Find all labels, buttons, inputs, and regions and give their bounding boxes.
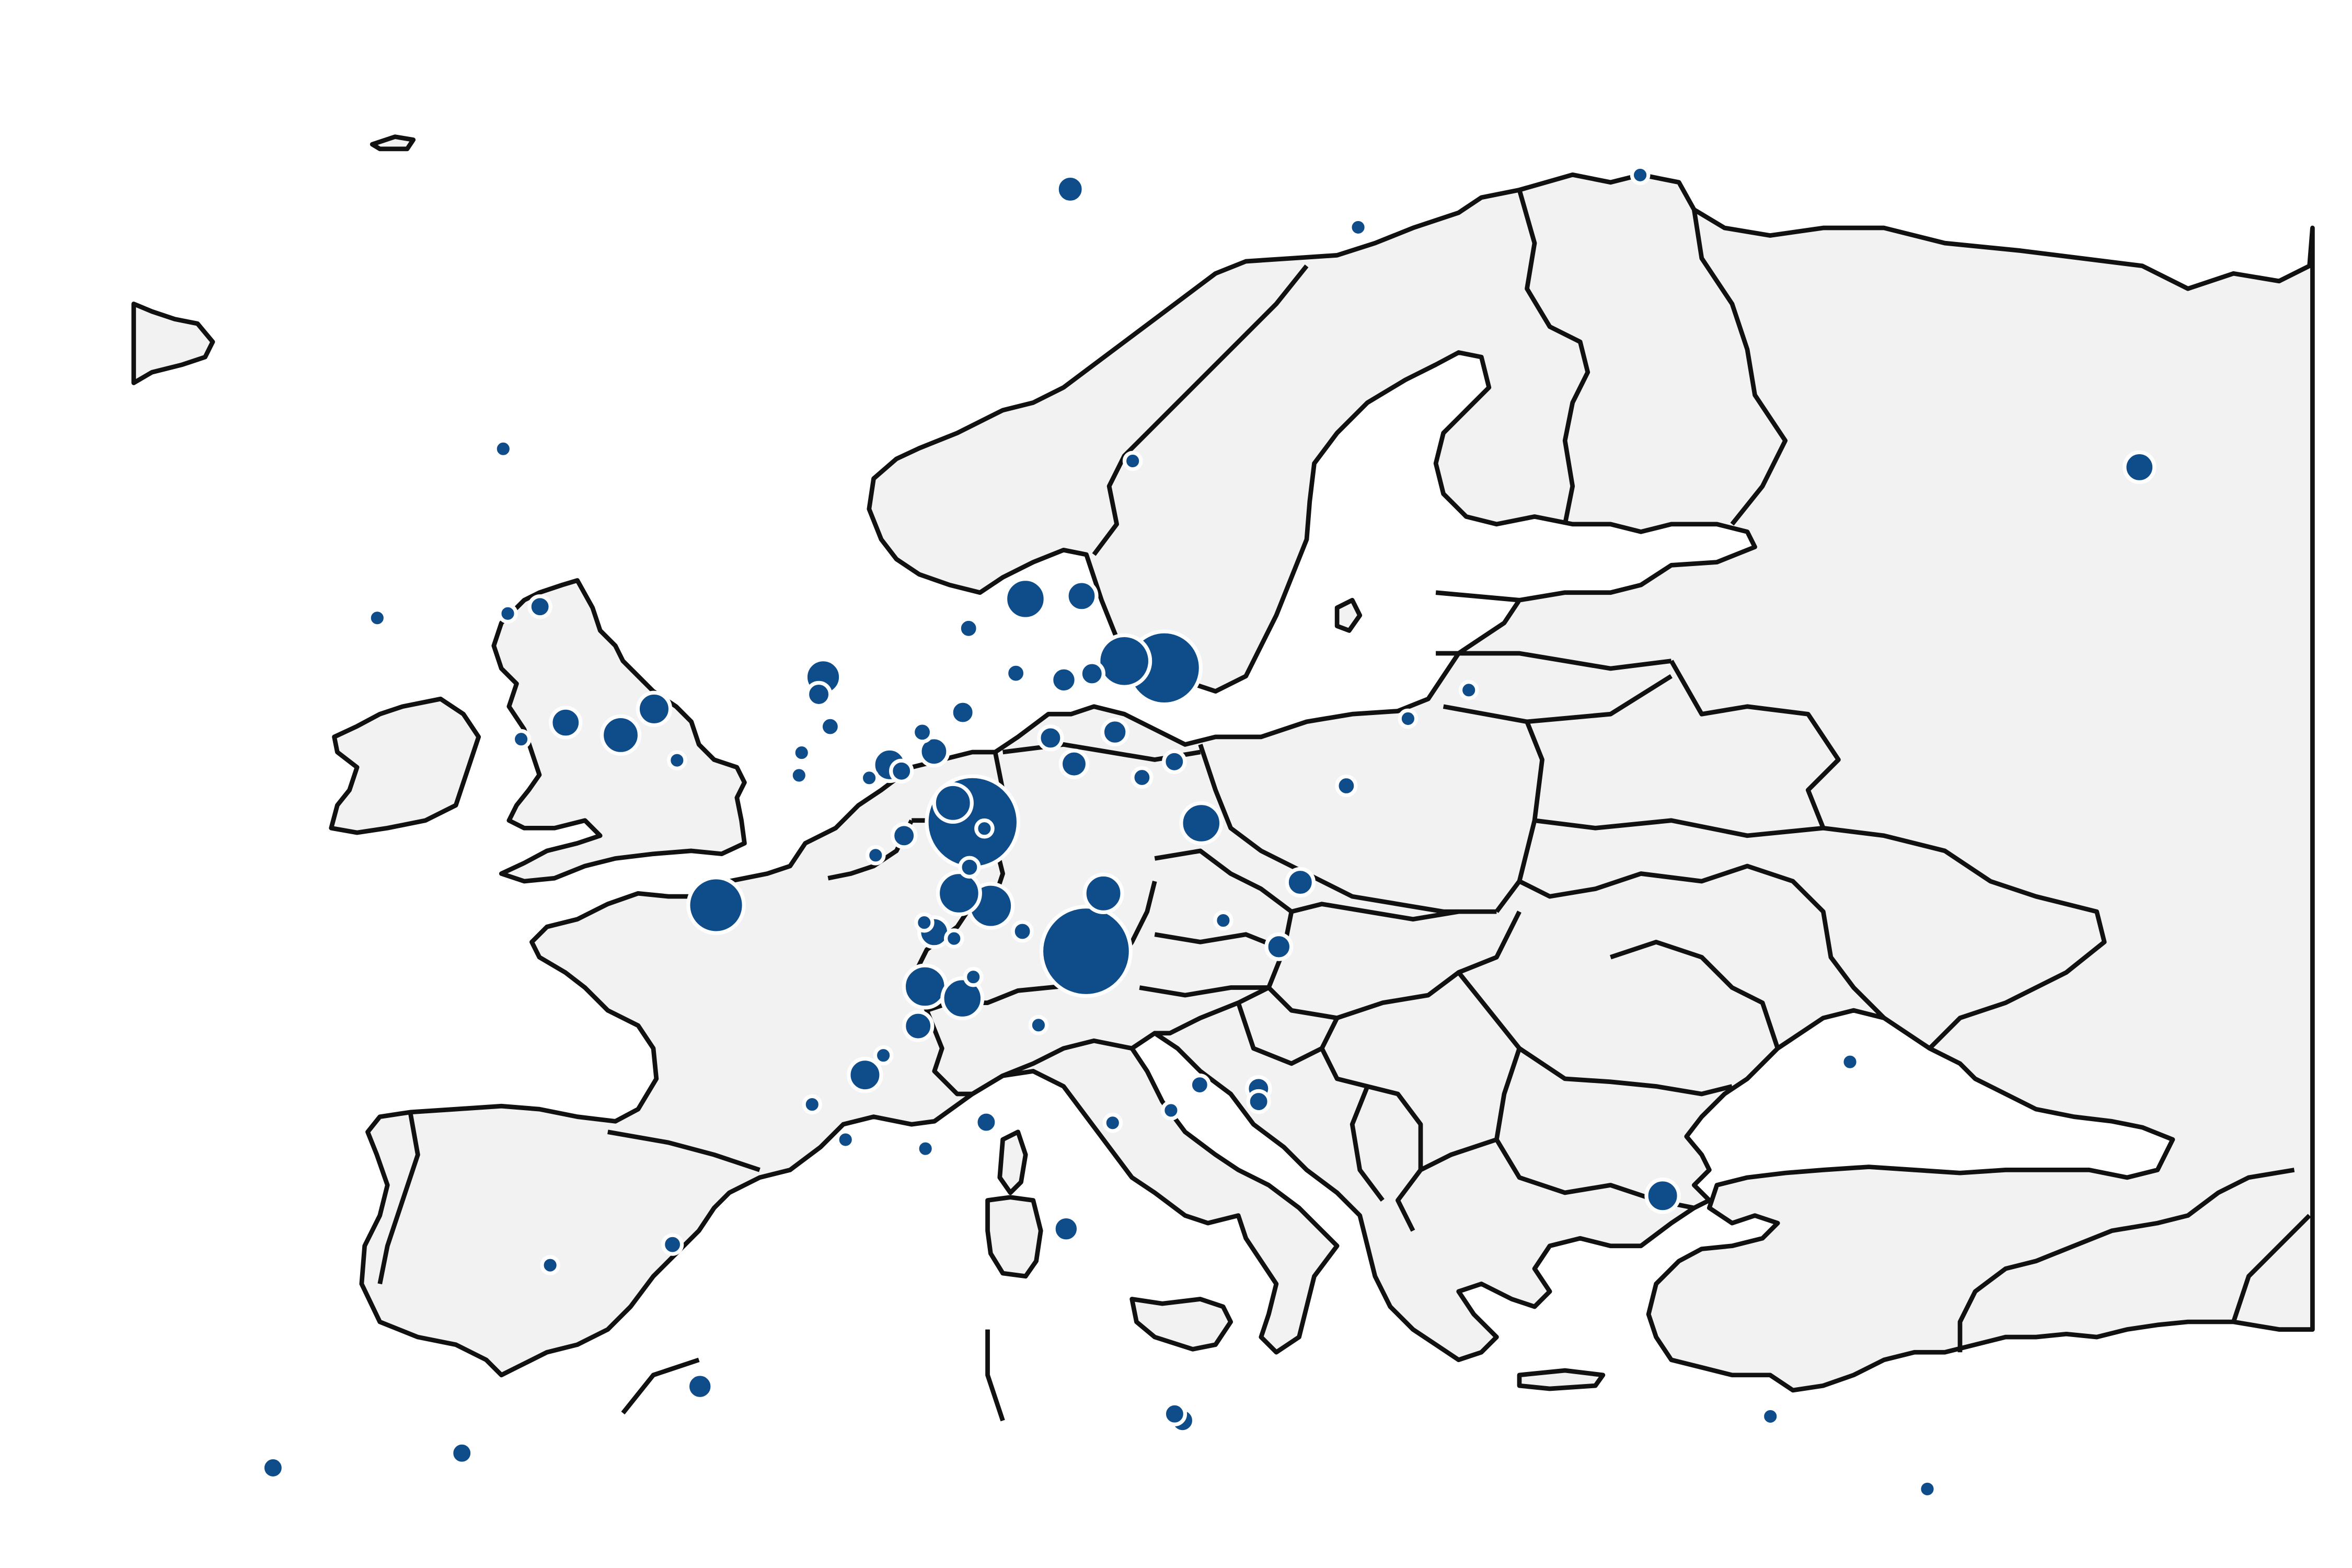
location-bubble[interactable] [449, 1440, 475, 1466]
location-bubble[interactable] [940, 976, 985, 1021]
location-bubble[interactable] [1131, 766, 1154, 789]
location-bubble[interactable] [1213, 910, 1233, 931]
location-bubble[interactable] [661, 1233, 684, 1256]
location-bubble[interactable] [1348, 217, 1368, 238]
location-bubble[interactable] [890, 822, 918, 849]
location-bubble[interactable] [936, 870, 982, 917]
location-bubble[interactable] [2123, 450, 2157, 485]
location-bubble[interactable] [847, 1056, 883, 1093]
location-bubble[interactable] [949, 699, 976, 726]
location-bubble[interactable] [902, 963, 948, 1010]
location-bubble[interactable] [1058, 748, 1090, 779]
location-bubble[interactable] [1065, 579, 1099, 613]
land-sicily [1129, 1297, 1233, 1352]
location-bubble[interactable] [1246, 1089, 1271, 1114]
location-bubble[interactable] [1037, 724, 1064, 752]
location-bubble[interactable] [902, 1010, 935, 1042]
location-bubble[interactable] [1049, 665, 1078, 695]
location-bubble[interactable] [818, 715, 842, 738]
location-bubble[interactable] [367, 607, 388, 628]
location-bubble[interactable] [540, 1255, 560, 1275]
location-bubble[interactable] [958, 856, 981, 879]
location-bubble[interactable] [493, 439, 514, 459]
location-bubble[interactable] [957, 617, 980, 640]
bubble-layer [260, 165, 2157, 1500]
location-bubble[interactable] [889, 758, 914, 783]
land-crete [1517, 1368, 1606, 1391]
location-bubble[interactable] [914, 912, 935, 933]
location-bubble[interactable] [1003, 577, 1047, 621]
location-bubble[interactable] [1917, 1479, 1938, 1500]
location-bubble[interactable] [1188, 1073, 1212, 1097]
location-bubble[interactable] [1398, 708, 1419, 729]
location-bubble[interactable] [963, 966, 984, 987]
location-bubble[interactable] [1100, 718, 1129, 747]
location-bubble[interactable] [1162, 749, 1187, 774]
location-bubble[interactable] [1285, 867, 1316, 898]
land-sardinia [985, 1195, 1043, 1279]
location-bubble[interactable] [1028, 1015, 1049, 1035]
location-bubble[interactable] [549, 706, 583, 740]
location-bubble[interactable] [667, 750, 687, 770]
location-bubble[interactable] [789, 765, 810, 786]
location-bubble[interactable] [1052, 1214, 1081, 1243]
location-bubble[interactable] [498, 603, 518, 624]
location-bubble[interactable] [791, 742, 812, 763]
location-bubble[interactable] [1760, 1406, 1781, 1427]
land-iceland [131, 302, 215, 385]
location-bubble[interactable] [1082, 872, 1124, 914]
location-bubble[interactable] [805, 681, 833, 708]
location-bubble[interactable] [918, 735, 950, 768]
location-bubble[interactable] [1097, 633, 1152, 689]
location-bubble[interactable] [974, 818, 995, 839]
location-bubble[interactable] [910, 721, 934, 744]
location-bubble[interactable] [1644, 1178, 1681, 1214]
land-corsica [997, 1129, 1028, 1195]
location-bubble[interactable] [915, 1138, 936, 1159]
location-bubble[interactable] [873, 1045, 894, 1066]
location-bubble[interactable] [1078, 660, 1105, 687]
location-bubble[interactable] [1055, 174, 1086, 205]
location-bubble[interactable] [599, 714, 642, 756]
location-bubble[interactable] [1630, 165, 1651, 186]
location-bubble[interactable] [636, 690, 673, 728]
location-bubble[interactable] [1840, 1052, 1860, 1073]
location-bubble[interactable] [1179, 801, 1224, 846]
location-bubble[interactable] [1458, 680, 1479, 700]
location-bubble[interactable] [527, 594, 552, 619]
location-bubble[interactable] [1264, 932, 1294, 961]
location-bubble[interactable] [974, 1110, 999, 1135]
land-north-island [370, 134, 416, 152]
location-bubble[interactable] [835, 1129, 856, 1150]
location-bubble[interactable] [865, 845, 886, 866]
location-bubble[interactable] [260, 1455, 286, 1481]
location-bubble[interactable] [1102, 1112, 1123, 1133]
location-bubble[interactable] [1162, 1401, 1187, 1426]
basemap [131, 134, 2315, 1393]
location-bubble[interactable] [859, 768, 880, 788]
location-bubble[interactable] [932, 782, 974, 824]
country-borders [377, 189, 2311, 1422]
location-bubble[interactable] [686, 875, 746, 935]
location-bubble[interactable] [802, 1094, 823, 1115]
location-bubble[interactable] [1004, 662, 1028, 685]
location-bubble[interactable] [1011, 920, 1034, 943]
location-bubble[interactable] [1039, 904, 1133, 998]
location-bubble[interactable] [511, 729, 532, 750]
location-bubble[interactable] [943, 928, 964, 949]
location-bubble[interactable] [1122, 451, 1143, 471]
land-gotland [1334, 597, 1363, 633]
location-bubble[interactable] [1161, 1100, 1181, 1121]
location-bubble[interactable] [1335, 774, 1358, 798]
land-ireland [329, 696, 481, 835]
location-bubble[interactable] [685, 1372, 714, 1401]
